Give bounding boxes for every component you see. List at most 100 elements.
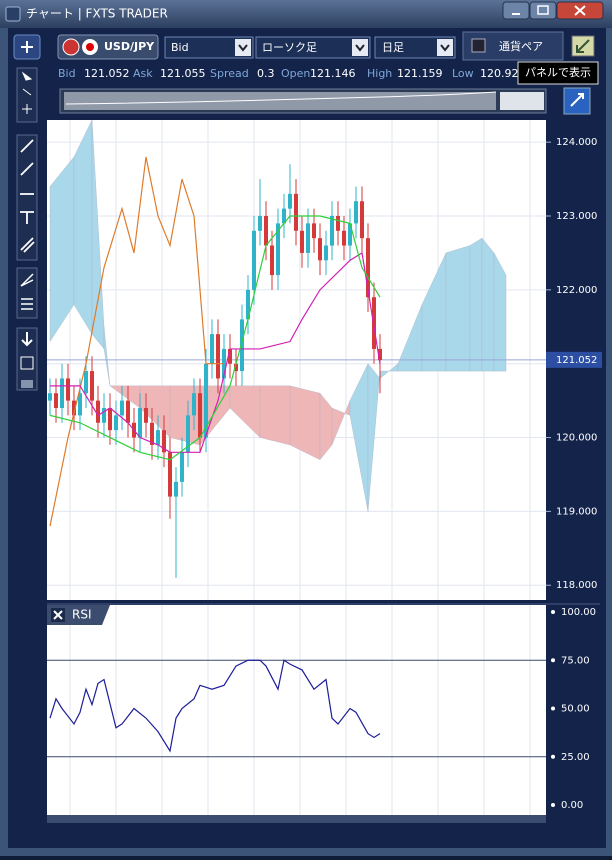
candle-body	[162, 430, 166, 453]
candle-body	[216, 334, 220, 379]
download-tool[interactable]	[21, 332, 33, 347]
candle-body	[54, 393, 58, 408]
candle-body	[192, 393, 196, 416]
quote-value: 121.055	[160, 67, 206, 80]
navigator-scroll[interactable]	[500, 92, 544, 110]
candle-body	[108, 408, 112, 431]
select-box[interactable]	[374, 36, 456, 59]
candle-body	[60, 378, 64, 408]
y-tick-label: 119.000	[556, 506, 597, 517]
select-box[interactable]	[164, 36, 254, 59]
candle-body	[252, 230, 256, 290]
quote-label: Low	[452, 67, 474, 80]
candle-body	[300, 230, 304, 253]
candle-body	[66, 378, 70, 401]
tick-mark	[551, 658, 555, 663]
y-tick-label: 118.000	[556, 580, 597, 591]
current-price-label: 121.052	[556, 355, 597, 366]
tooltip	[517, 61, 599, 85]
navigator-window[interactable]	[64, 92, 496, 110]
candle-body	[366, 238, 370, 298]
quote-label: High	[367, 67, 392, 80]
quote-label: Bid	[58, 67, 76, 80]
y-tick-label: 123.000	[556, 211, 597, 222]
period: 日足	[382, 41, 404, 54]
quote-bar: Bid 121.052 Ask 121.055 Spread 0.3 Open 121.146…	[58, 67, 526, 80]
minimize-button[interactable]	[502, 1, 530, 20]
time-axis	[47, 815, 546, 823]
chart-type: ローソク足	[262, 41, 317, 54]
candle-body	[204, 363, 208, 438]
quote-label: Open	[281, 67, 310, 80]
rsi-axis	[546, 605, 602, 817]
select-box[interactable]	[255, 36, 371, 59]
camera-tool[interactable]	[21, 380, 33, 388]
candle-body	[324, 245, 328, 261]
fib-tools[interactable]	[20, 273, 34, 310]
candle-body	[120, 400, 124, 416]
candle-body	[150, 422, 154, 445]
pair-checkbox[interactable]	[471, 38, 486, 53]
us-flag	[62, 38, 80, 56]
candle-body	[126, 400, 130, 423]
candle-body	[156, 430, 160, 445]
maximize-button[interactable]	[529, 1, 557, 20]
rsi-tick-label: 75.00	[561, 655, 590, 666]
ichimoku-cloud	[469, 237, 483, 372]
candle-body	[354, 201, 358, 224]
candle-body	[342, 230, 346, 246]
candle-body	[168, 452, 172, 497]
candle-body	[234, 363, 238, 372]
tick-mark	[551, 754, 555, 759]
tool-group	[16, 134, 38, 261]
candle-body	[90, 371, 94, 401]
price-type-select[interactable]: Bid	[164, 36, 254, 59]
navigator-line	[65, 91, 497, 105]
candle-body	[72, 400, 76, 416]
list-tool[interactable]	[20, 356, 34, 370]
y-tick-label: 122.000	[556, 285, 597, 296]
dropdown-arrow	[355, 44, 365, 52]
app-icon	[5, 6, 21, 22]
dropdown-button[interactable]	[235, 39, 251, 56]
window-title: チャート | FXTS TRADER	[26, 7, 168, 21]
rsi-plot-area	[47, 604, 546, 816]
rsi-line	[49, 659, 381, 753]
add-icon	[21, 41, 33, 53]
current-price-tag	[546, 351, 602, 368]
candle-body	[312, 223, 316, 239]
tick-mark	[551, 706, 555, 711]
candle-body	[240, 319, 244, 372]
candle-body	[198, 393, 202, 438]
dropdown-button[interactable]	[352, 39, 368, 56]
rsi-close-icon	[53, 610, 63, 620]
candle-body	[264, 216, 268, 246]
line-tools[interactable]	[20, 139, 35, 253]
pointer-tools[interactable]	[21, 71, 33, 114]
quote-value: 121.146	[310, 67, 356, 80]
jp-flag-dot	[86, 43, 94, 51]
candle-body	[306, 223, 310, 253]
candle-body	[96, 400, 100, 423]
candle-body	[228, 348, 232, 364]
price-type: Bid	[171, 41, 189, 54]
y-tick-label: 120.000	[556, 433, 597, 444]
rsi-title: RSI	[72, 608, 92, 622]
candle-body	[336, 216, 340, 231]
rsi-tick-label: 0.00	[561, 800, 583, 811]
candle-body	[288, 193, 292, 209]
candle-body	[186, 415, 190, 453]
close-icon	[574, 5, 586, 16]
period-select[interactable]: 日足	[374, 36, 456, 59]
chart-type-select[interactable]: ローソク足	[255, 36, 371, 59]
dropdown-button[interactable]	[437, 39, 453, 56]
ichimoku-cloud	[481, 237, 495, 372]
candle-body	[210, 334, 214, 364]
candle-body	[174, 481, 178, 497]
candle-body	[144, 408, 148, 423]
symbol-button[interactable]	[57, 34, 159, 60]
rsi-tick-label: 100.00	[561, 607, 596, 618]
indicator-line	[50, 251, 381, 453]
indicator-line	[49, 215, 381, 461]
